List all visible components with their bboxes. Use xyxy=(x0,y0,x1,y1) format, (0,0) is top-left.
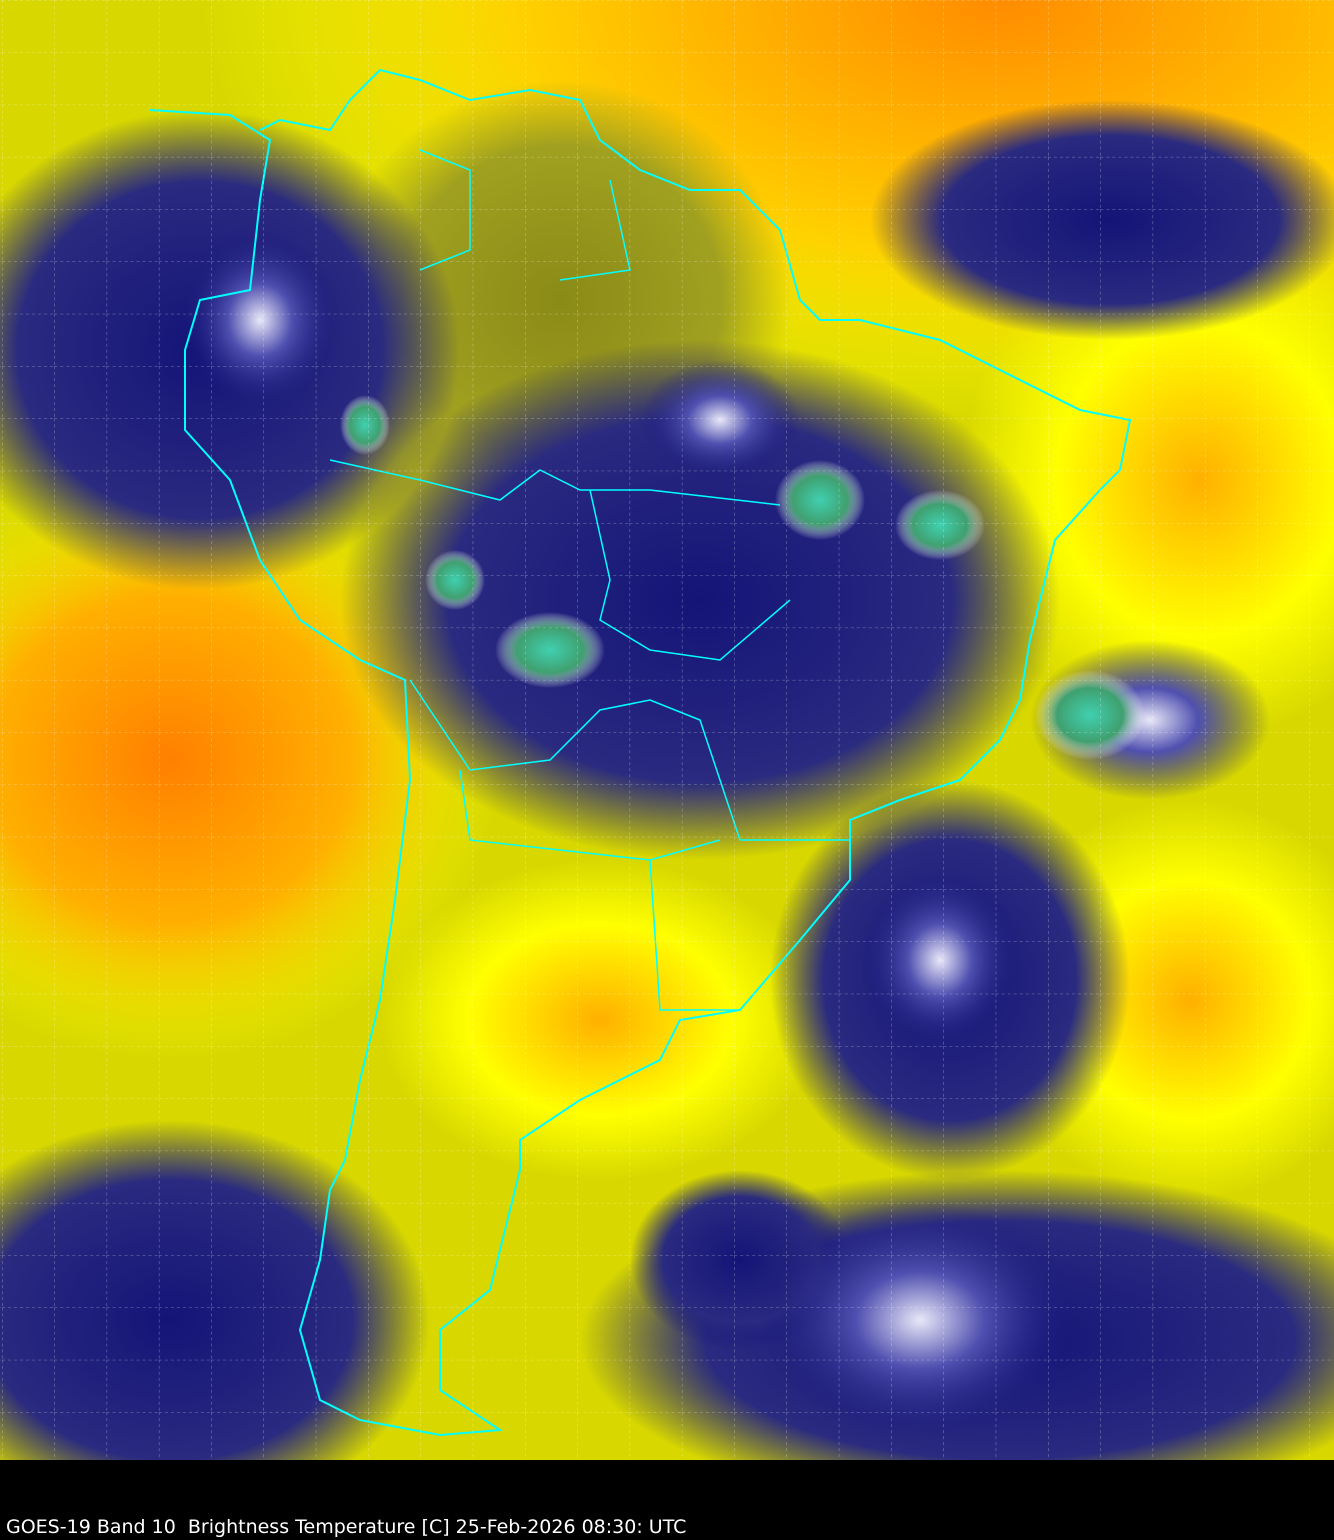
satellite-imagery xyxy=(0,0,1334,1460)
caption-bar: GOES-19 Band 10 Brightness Temperature [… xyxy=(0,1460,1334,1540)
lat-lon-gridlines xyxy=(0,0,1334,1460)
image-caption: GOES-19 Band 10 Brightness Temperature [… xyxy=(6,1516,687,1538)
